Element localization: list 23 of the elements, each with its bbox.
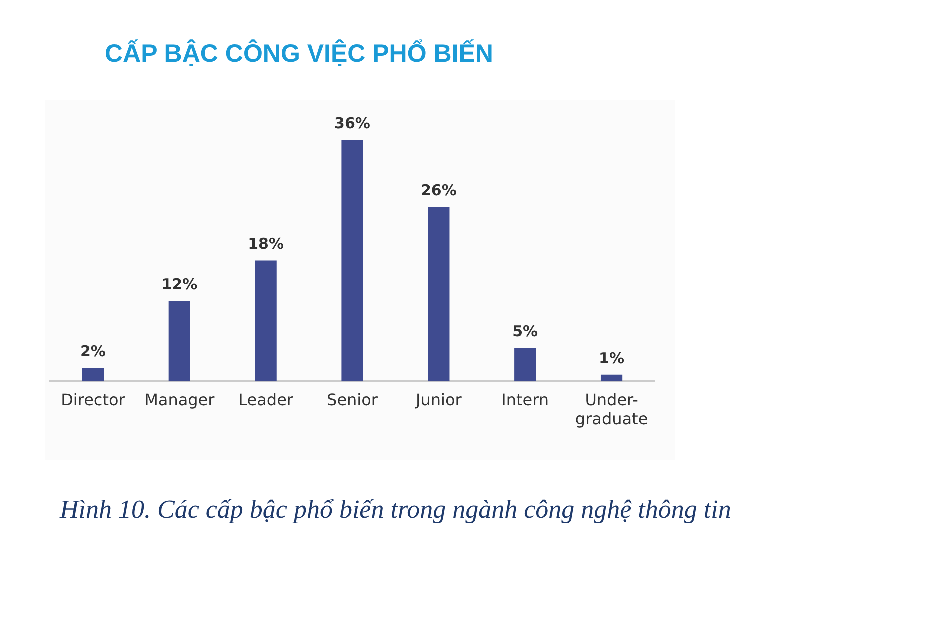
x-tick-label: Under-graduate — [575, 390, 648, 429]
data-label: 2% — [80, 342, 106, 361]
data-label: 18% — [248, 235, 284, 254]
data-label: 12% — [162, 275, 198, 294]
bar — [514, 348, 536, 382]
data-label: 5% — [512, 322, 538, 340]
x-tick-label: Junior — [415, 390, 462, 410]
bar — [600, 374, 623, 382]
x-tick-label: Intern — [502, 390, 550, 410]
bar — [428, 207, 450, 382]
x-tick-label: Manager — [144, 390, 216, 410]
x-tick-label: Senior — [327, 390, 378, 410]
chart-title: CẤP BẬC CÔNG VIỆC PHỔ BIẾN — [105, 40, 494, 69]
x-tick-label: Director — [61, 390, 126, 410]
bar — [168, 301, 190, 382]
text: Hình 10. Các cấp bậc phổ biến trong ngành công nghệ thông tin — [60, 495, 732, 525]
data-label: 26% — [420, 182, 457, 200]
bar — [82, 368, 104, 382]
x-tick-label: Leader — [238, 390, 294, 410]
bar — [342, 140, 364, 382]
data-label: 36% — [334, 114, 370, 132]
data-label: 1% — [599, 349, 625, 368]
bar — [255, 260, 277, 382]
